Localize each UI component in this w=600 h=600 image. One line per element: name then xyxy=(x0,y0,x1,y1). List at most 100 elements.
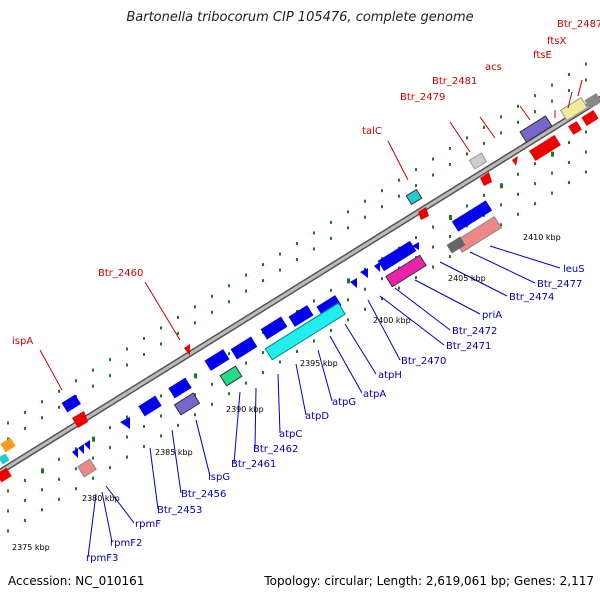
gene-label-leus: leuS xyxy=(563,264,585,275)
guide-dot xyxy=(483,141,485,145)
guide-dot xyxy=(92,368,94,372)
guide-dot xyxy=(551,151,554,157)
guide-dot xyxy=(245,381,247,385)
gene-acs xyxy=(519,115,553,143)
genome-backbone xyxy=(0,95,600,476)
gene-btr2481 xyxy=(529,134,561,162)
scale-ticks: 2375 kbp 2380 kbp 2385 kbp 2390 kbp 2395 kbp… xyxy=(12,233,561,552)
guide-dot xyxy=(534,182,536,186)
lower-strand-genes xyxy=(0,200,502,478)
guide-dot xyxy=(313,339,315,343)
guide-dot xyxy=(143,444,145,448)
label-leader xyxy=(519,105,531,121)
gene-ftsX xyxy=(581,110,599,126)
upper-strand-genes xyxy=(0,93,600,483)
guide-dot xyxy=(126,415,128,419)
guide-dot xyxy=(24,410,26,414)
gene-label-btr-2479: Btr_2479 xyxy=(400,92,445,103)
guide-dot xyxy=(432,173,434,177)
guide-dot xyxy=(585,62,587,66)
guide-dot xyxy=(364,199,366,203)
guide-dot xyxy=(58,389,60,393)
guide-dot xyxy=(381,277,383,281)
gene-label-atpa: atpA xyxy=(363,389,386,400)
label-leader xyxy=(317,349,333,402)
label-leader xyxy=(144,281,181,341)
guide-dot xyxy=(109,466,111,470)
guide-dot xyxy=(432,157,434,161)
guide-dot xyxy=(262,351,264,355)
guide-dot xyxy=(177,331,179,335)
gene-label-rpmf: rpmF xyxy=(135,519,161,530)
guide-dot xyxy=(585,150,587,154)
gene-gray xyxy=(584,93,600,109)
gene-atpH xyxy=(316,295,342,317)
guide-dot xyxy=(24,478,26,482)
label-leader xyxy=(171,429,182,494)
guide-dot xyxy=(245,273,247,277)
guide-dot xyxy=(24,518,26,522)
lower-label-layer: leuS Btr_2477 Btr_2474 priA Btr_2472 Btr_2471… xyxy=(86,245,585,564)
guide-dot xyxy=(7,509,9,513)
gene-gray2 xyxy=(446,236,466,254)
label-leader xyxy=(387,140,409,181)
dotted-guides xyxy=(7,62,587,533)
guide-dot xyxy=(92,456,94,460)
label-leader xyxy=(254,387,257,449)
guide-dot xyxy=(449,214,452,220)
guide-dot xyxy=(211,294,213,298)
guide-dot xyxy=(177,315,179,319)
gene-red-b xyxy=(418,207,429,220)
guide-dot xyxy=(381,189,383,193)
gene-btr2460 xyxy=(184,344,190,356)
guide-dot xyxy=(194,413,196,417)
guide-dot xyxy=(75,379,77,383)
guide-dot xyxy=(41,508,43,512)
guide-dot xyxy=(347,226,349,230)
guide-dot xyxy=(330,328,332,332)
guide-dot xyxy=(517,212,519,216)
label-leader xyxy=(149,447,159,510)
gene-red-d xyxy=(0,467,12,483)
guide-dot xyxy=(517,104,519,108)
guide-dot xyxy=(534,162,536,166)
gene-label-atph: atpH xyxy=(378,370,402,381)
label-leader xyxy=(87,493,97,558)
gene-btr2472 xyxy=(374,262,380,272)
label-leader xyxy=(567,91,573,109)
label-leader xyxy=(489,245,561,269)
guide-dot xyxy=(381,205,383,209)
guide-dot xyxy=(262,279,264,283)
label-leader xyxy=(379,295,445,346)
gene-label-btr-2481: Btr_2481 xyxy=(432,76,477,87)
scale-tick-label: 2400 kbp xyxy=(373,316,411,325)
gene-priA xyxy=(385,254,427,288)
guide-dot xyxy=(211,402,213,406)
guide-dot xyxy=(313,299,315,303)
label-leader xyxy=(233,391,241,464)
gene-label-btr-2462: Btr_2462 xyxy=(253,444,298,455)
guide-dot xyxy=(381,297,383,301)
guide-dot xyxy=(551,191,553,195)
guide-dot xyxy=(7,421,9,425)
guide-dot xyxy=(347,278,350,284)
guide-dot xyxy=(415,168,417,172)
gene-label-atpc: atpC xyxy=(279,429,302,440)
guide-dot xyxy=(534,110,536,114)
gene-rpmF3 xyxy=(78,444,84,454)
gene-label-ftsx: ftsX xyxy=(547,36,566,47)
label-leader xyxy=(479,116,496,139)
gene-atpD xyxy=(264,302,346,361)
guide-dot xyxy=(228,392,230,396)
guide-dot xyxy=(92,436,95,442)
guide-dot xyxy=(500,183,503,189)
gene-label-atpg: atpG xyxy=(332,397,356,408)
gene-btr2487 xyxy=(559,96,589,122)
guide-dot xyxy=(347,210,349,214)
scale-tick-label: 2390 kbp xyxy=(226,405,264,414)
guide-dot xyxy=(109,446,111,450)
guide-dot xyxy=(551,171,553,175)
guide-dot xyxy=(245,289,247,293)
guide-dot xyxy=(568,89,570,93)
